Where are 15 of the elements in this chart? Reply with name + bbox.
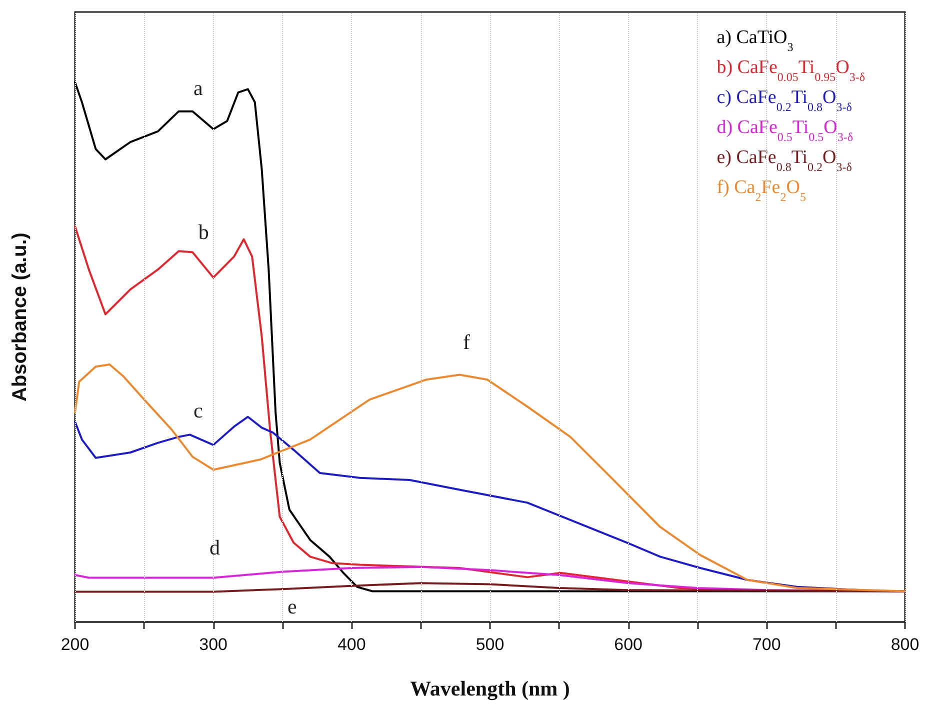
annotation: b xyxy=(198,220,209,244)
x-tick-label: 300 xyxy=(199,635,228,654)
x-tick-label: 200 xyxy=(60,635,90,654)
annotation: c xyxy=(193,398,203,422)
annotation: f xyxy=(462,330,470,354)
annotation: e xyxy=(288,594,297,619)
x-tick-label: 700 xyxy=(752,635,781,654)
x-tick-label: 400 xyxy=(337,635,366,654)
annotation: a xyxy=(193,76,204,100)
x-tick-label: 800 xyxy=(890,635,920,654)
annotation: d xyxy=(209,536,220,560)
x-axis-title: Wavelength (nm ) xyxy=(410,676,570,700)
x-tick-label: 500 xyxy=(476,635,504,654)
y-axis-title: Absorbance (a.u.) xyxy=(9,232,31,402)
x-tick-label: 600 xyxy=(614,635,643,654)
